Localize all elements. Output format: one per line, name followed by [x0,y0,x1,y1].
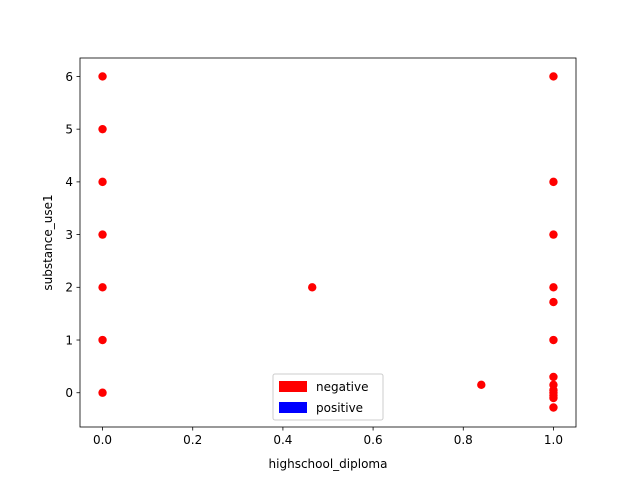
data-point [549,403,558,412]
legend-swatch-negative [279,381,307,392]
data-point [98,177,107,187]
x-axis-label: highschool_diploma [269,457,388,471]
legend: negative positive [272,373,384,421]
x-tick-label: 0.8 [454,433,473,447]
data-point [98,124,107,134]
data-point [549,177,558,187]
x-tick-label: 0.4 [273,433,292,447]
legend-swatch-positive [279,402,307,413]
plot-frame [79,57,577,428]
y-tick-label: 6 [65,70,73,84]
data-point [98,283,107,292]
data-point [98,388,107,397]
data-point [98,230,107,239]
data-point [308,283,317,292]
y-tick-label: 4 [65,175,73,189]
data-point [98,335,107,345]
legend-label-negative: negative [316,380,368,394]
x-tick-label: 0.0 [93,433,112,447]
data-point [549,335,558,345]
data-point [549,72,558,81]
x-axis: 0.0 0.2 0.4 0.6 0.8 1.0 [93,427,563,447]
data-point [549,297,558,307]
y-tick-label: 1 [65,333,73,347]
data-point [549,283,558,292]
data-points [98,72,558,412]
data-point [549,393,558,403]
data-point [549,372,558,382]
y-axis-label: substance_use1 [41,194,55,290]
legend-label-positive: positive [316,401,363,415]
data-point [98,72,107,81]
x-tick-label: 1.0 [544,433,563,447]
y-axis: 0 1 2 3 4 5 6 [65,70,80,400]
plot-area [80,58,576,427]
x-tick-label: 0.2 [183,433,202,447]
x-tick-label: 0.6 [364,433,383,447]
y-tick-label: 3 [65,228,73,242]
y-tick-label: 2 [65,281,73,295]
y-tick-label: 0 [65,386,73,400]
data-point [477,380,486,390]
data-point [549,230,558,239]
y-tick-label: 5 [65,122,73,136]
